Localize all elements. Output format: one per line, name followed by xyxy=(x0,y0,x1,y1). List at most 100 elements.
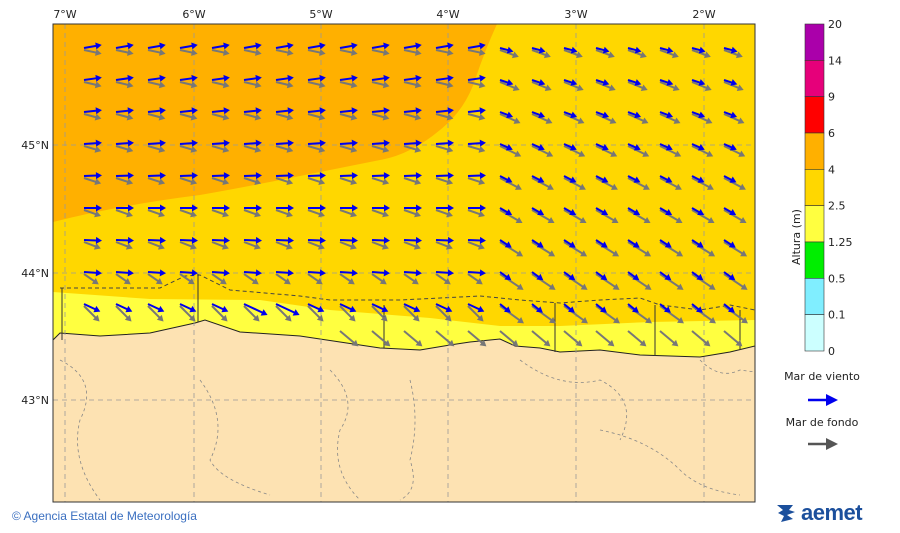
wind-sea-arrow xyxy=(499,79,514,86)
legend-tick-label: 14 xyxy=(828,54,842,67)
wind-sea-arrow xyxy=(499,111,514,119)
wind-sea-arrow xyxy=(595,175,609,183)
swell-arrow xyxy=(403,145,422,153)
wind-sea-arrow xyxy=(339,172,358,180)
wind-sea-arrow xyxy=(179,139,198,147)
wind-sea-arrow xyxy=(307,236,326,244)
swell-arrow xyxy=(275,145,294,153)
swell-arrow xyxy=(403,241,421,250)
wind-sea-arrow xyxy=(531,111,546,119)
swell-arrow xyxy=(371,330,391,347)
wind-sea-arrow xyxy=(691,143,705,151)
wind-sea-arrow xyxy=(148,204,166,212)
wind-sea-arrow xyxy=(307,269,326,277)
swell-arrow xyxy=(83,145,102,153)
wind-sea-arrow xyxy=(659,207,673,216)
swell-arrow xyxy=(467,330,487,347)
swell-arrow xyxy=(531,241,556,257)
swell-arrow-icon xyxy=(808,438,838,450)
wind-sea-arrow xyxy=(467,303,485,313)
swell-arrow xyxy=(371,273,387,285)
swell-arrow xyxy=(179,145,198,153)
swell-arrow xyxy=(339,81,358,89)
swell-arrow xyxy=(211,49,230,56)
wind-sea-arrow xyxy=(531,143,545,151)
swell-arrow xyxy=(339,145,358,153)
swell-arrow xyxy=(371,49,390,56)
swell-arrow xyxy=(115,145,134,153)
wind-sea-arrow xyxy=(691,303,703,313)
wind-sea-arrow xyxy=(403,303,421,313)
swell-arrow xyxy=(339,113,358,121)
wind-sea-arrow xyxy=(723,239,736,248)
wind-sea-arrow xyxy=(83,139,102,147)
swell-arrow xyxy=(243,273,259,285)
swell-arrow xyxy=(435,330,455,347)
swell-arrow xyxy=(211,177,230,186)
swell-arrow xyxy=(83,305,100,322)
wind-sea-arrow xyxy=(276,204,294,212)
wind-sea-arrow xyxy=(627,111,642,119)
swell-arrow xyxy=(371,81,390,89)
wind-sea-arrow xyxy=(275,236,294,244)
swell-arrow xyxy=(339,209,357,218)
copyright-credit: © Agencia Estatal de Meteorología xyxy=(12,509,197,523)
latitude-label: 45°N xyxy=(21,139,49,152)
swell-arrow xyxy=(115,81,134,89)
swell-arrow xyxy=(403,273,419,285)
wind-sea-arrow xyxy=(211,172,230,180)
wind-sea-arrow xyxy=(595,303,607,313)
legend-swatch xyxy=(804,314,825,352)
swell-arrow xyxy=(243,113,262,121)
swell-arrow xyxy=(83,113,102,121)
wind-sea-arrow xyxy=(147,42,166,50)
swell-arrow xyxy=(211,273,227,285)
wind-sea-arrow xyxy=(627,143,641,151)
land-border xyxy=(599,429,741,496)
swell-arrow xyxy=(435,273,451,285)
swell-arrow xyxy=(595,241,620,257)
map-layers xyxy=(53,24,755,502)
wind-sea-arrow xyxy=(563,46,578,54)
swell-arrow xyxy=(179,49,198,56)
swell-arrow xyxy=(499,177,522,190)
swell-arrow xyxy=(499,241,524,257)
wind-sea-arrow xyxy=(563,271,576,281)
wind-sea-arrow xyxy=(180,204,198,212)
wind-sea-arrow xyxy=(563,111,578,119)
swell-arrow xyxy=(659,305,684,324)
wind-sea-arrow xyxy=(627,239,640,248)
wind-sea-arrow xyxy=(179,107,198,115)
wind-sea-arrow xyxy=(212,204,230,212)
swell-arrow xyxy=(563,273,588,290)
swell-arrow xyxy=(275,209,293,218)
wind-sea-arrow xyxy=(435,107,454,115)
wind-sea-arrow xyxy=(595,111,610,119)
swell-arrow xyxy=(147,241,165,250)
wind-sea-arrow xyxy=(627,271,640,281)
wind-sea-arrow xyxy=(83,107,102,115)
swell-arrow xyxy=(179,273,195,285)
wind-sea-arrow xyxy=(307,42,326,50)
wind-sea-arrow xyxy=(499,239,512,248)
wind-sea-arrow xyxy=(84,204,102,212)
wind-sea-arrow xyxy=(435,139,454,147)
swell-arrow xyxy=(435,241,453,250)
wind-sea-arrow xyxy=(115,236,134,244)
legend-tick-label: 0.1 xyxy=(828,309,846,322)
wind-sea-arrow xyxy=(595,207,609,216)
wind-sea-arrow xyxy=(115,172,134,180)
latitude-label: 44°N xyxy=(21,267,49,280)
wind-sea-arrow xyxy=(211,74,230,82)
wind-sea-arrow xyxy=(467,74,486,82)
wind-sea-arrow xyxy=(179,172,198,180)
wind-sea-arrow xyxy=(531,239,544,248)
wind-sea-arrow xyxy=(627,207,641,216)
wind-sea-arrow xyxy=(371,42,390,50)
swell-arrow xyxy=(691,273,716,290)
swell-arrow xyxy=(403,81,422,89)
swell-arrow xyxy=(211,241,229,250)
latitude-label: 43°N xyxy=(21,394,49,407)
wind-sea-arrow xyxy=(371,139,390,147)
wind-sea-arrow xyxy=(468,204,486,212)
